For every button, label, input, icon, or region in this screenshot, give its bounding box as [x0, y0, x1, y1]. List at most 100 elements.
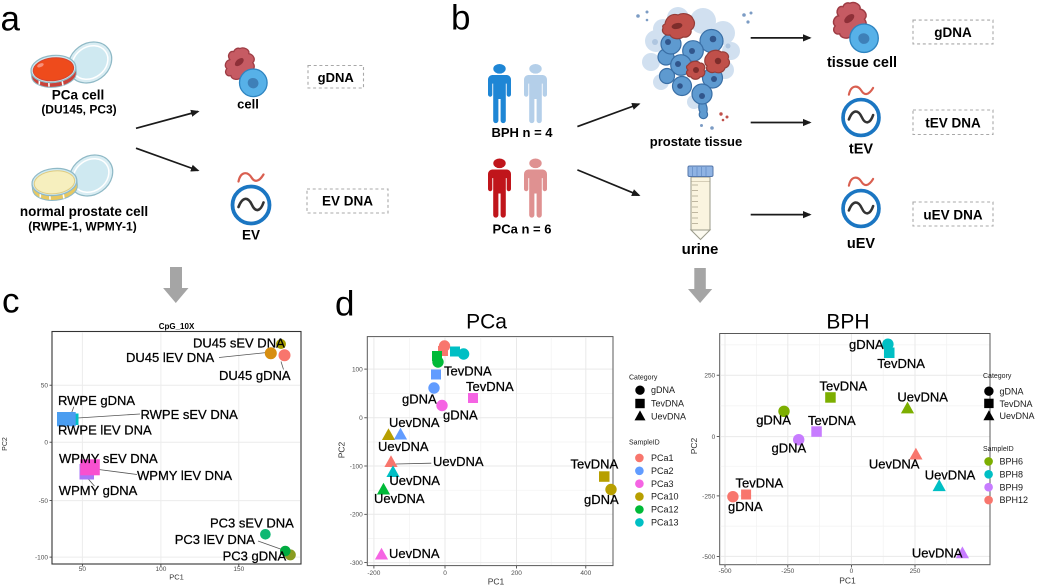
svg-text:-250: -250	[702, 493, 715, 500]
svg-text:UevDNA: UevDNA	[925, 468, 976, 483]
svg-text:prostate tissue: prostate tissue	[650, 134, 742, 149]
svg-text:BPH12: BPH12	[1000, 495, 1029, 505]
svg-text:tEV DNA: tEV DNA	[925, 115, 981, 130]
svg-text:PC3 lEV DNA: PC3 lEV DNA	[175, 532, 256, 547]
svg-text:b: b	[451, 0, 470, 38]
svg-text:250: 250	[910, 568, 921, 575]
svg-text:400: 400	[580, 570, 591, 577]
svg-text:PCa cell: PCa cell	[52, 88, 105, 103]
svg-text:gDNA: gDNA	[402, 392, 437, 407]
svg-text:a: a	[1, 0, 21, 39]
svg-text:PCa1: PCa1	[651, 453, 674, 463]
svg-text:-250: -250	[781, 568, 794, 575]
svg-text:-500: -500	[702, 554, 715, 561]
svg-text:d: d	[335, 285, 354, 324]
svg-text:UevDNA: UevDNA	[651, 412, 686, 422]
svg-text:TevDNA: TevDNA	[571, 457, 619, 472]
svg-text:UevDNA: UevDNA	[869, 457, 920, 472]
svg-text:-200: -200	[350, 512, 363, 519]
svg-text:UevDNA: UevDNA	[389, 415, 440, 430]
svg-text:uEV DNA: uEV DNA	[923, 208, 983, 223]
svg-text:WPMY sEV DNA: WPMY sEV DNA	[59, 451, 158, 466]
svg-text:TevDNA: TevDNA	[444, 364, 492, 379]
svg-text:UevDNA: UevDNA	[389, 546, 440, 561]
svg-text:PC2: PC2	[337, 441, 347, 458]
svg-text:CpG_10X: CpG_10X	[159, 322, 195, 331]
svg-text:UevDNA: UevDNA	[1000, 411, 1035, 421]
svg-text:UevDNA: UevDNA	[378, 439, 429, 454]
svg-text:PCa10: PCa10	[651, 492, 679, 502]
svg-text:gDNA: gDNA	[651, 385, 675, 395]
svg-text:100: 100	[155, 566, 166, 573]
svg-text:UevDNA: UevDNA	[433, 454, 484, 469]
svg-text:PC2: PC2	[2, 437, 9, 451]
svg-text:TevDNA: TevDNA	[736, 475, 784, 490]
svg-text:DU45 lEV DNA: DU45 lEV DNA	[126, 350, 214, 365]
svg-text:-50: -50	[39, 498, 49, 505]
svg-text:-200: -200	[367, 570, 380, 577]
svg-text:tEV: tEV	[849, 142, 874, 158]
svg-text:RWPE gDNA: RWPE gDNA	[58, 393, 135, 408]
svg-text:tissue cell: tissue cell	[827, 55, 897, 71]
svg-text:PC1: PC1	[839, 576, 856, 586]
svg-text:(RWPE-1, WPMY-1): (RWPE-1, WPMY-1)	[28, 220, 136, 234]
svg-text:0: 0	[359, 415, 363, 422]
svg-text:EV DNA: EV DNA	[322, 194, 373, 209]
svg-text:c: c	[2, 281, 20, 320]
svg-text:UevDNA: UevDNA	[912, 546, 963, 561]
svg-text:(DU145, PC3): (DU145, PC3)	[41, 103, 116, 117]
svg-text:BPH n = 4: BPH n = 4	[491, 125, 553, 140]
svg-text:gDNA: gDNA	[849, 337, 884, 352]
svg-text:urine: urine	[682, 241, 719, 258]
svg-text:DU45 gDNA: DU45 gDNA	[219, 368, 291, 383]
svg-text:WPMY gDNA: WPMY gDNA	[59, 483, 138, 498]
svg-text:gDNA: gDNA	[584, 492, 619, 507]
svg-text:gDNA: gDNA	[934, 25, 972, 40]
svg-text:TevDNA: TevDNA	[877, 356, 925, 371]
svg-text:BPH8: BPH8	[1000, 469, 1024, 479]
svg-text:50: 50	[79, 566, 87, 573]
svg-text:Category: Category	[629, 374, 658, 381]
svg-text:normal prostate cell: normal prostate cell	[20, 204, 148, 219]
svg-text:BPH6: BPH6	[1000, 457, 1024, 467]
svg-text:0: 0	[712, 434, 716, 441]
svg-text:PC3 sEV DNA: PC3 sEV DNA	[210, 516, 294, 531]
svg-text:gDNA: gDNA	[318, 70, 355, 85]
svg-text:EV: EV	[242, 228, 260, 243]
svg-text:0: 0	[44, 440, 48, 447]
svg-text:TevDNA: TevDNA	[466, 379, 514, 394]
svg-text:0: 0	[443, 570, 447, 577]
svg-text:PCa13: PCa13	[651, 518, 679, 528]
svg-text:TevDNA: TevDNA	[820, 378, 868, 393]
svg-text:gDNA: gDNA	[1000, 387, 1024, 397]
svg-text:PC1: PC1	[169, 573, 184, 582]
svg-text:RWPE sEV DNA: RWPE sEV DNA	[141, 407, 239, 422]
svg-text:PCa: PCa	[466, 311, 507, 334]
svg-text:BPH: BPH	[826, 311, 869, 334]
svg-text:cell: cell	[237, 97, 259, 112]
svg-text:UevDNA: UevDNA	[389, 473, 440, 488]
svg-text:TevDNA: TevDNA	[651, 399, 684, 409]
svg-text:gDNA: gDNA	[772, 441, 807, 456]
svg-text:-300: -300	[350, 560, 363, 567]
svg-text:-500: -500	[718, 568, 731, 575]
svg-text:PC3 gDNA: PC3 gDNA	[223, 549, 287, 564]
svg-text:TevDNA: TevDNA	[1000, 399, 1033, 409]
svg-text:UevDNA: UevDNA	[897, 390, 948, 405]
svg-text:PCa n = 6: PCa n = 6	[493, 222, 552, 237]
svg-text:Category: Category	[983, 373, 1012, 380]
svg-text:50: 50	[41, 383, 49, 390]
svg-text:DU45 sEV DNA: DU45 sEV DNA	[193, 336, 285, 351]
svg-text:WPMY lEV DNA: WPMY lEV DNA	[137, 468, 232, 483]
svg-text:gDNA: gDNA	[728, 499, 763, 514]
svg-text:150: 150	[233, 566, 244, 573]
svg-text:gDNA: gDNA	[756, 413, 791, 428]
svg-text:PCa3: PCa3	[651, 479, 674, 489]
svg-text:PCa2: PCa2	[651, 466, 674, 476]
svg-text:-100: -100	[35, 555, 48, 562]
svg-text:gDNA: gDNA	[443, 408, 478, 423]
svg-text:100: 100	[352, 367, 363, 374]
svg-text:RWPE lEV DNA: RWPE lEV DNA	[58, 423, 152, 438]
svg-text:uEV: uEV	[847, 236, 876, 252]
svg-text:0: 0	[850, 568, 854, 575]
